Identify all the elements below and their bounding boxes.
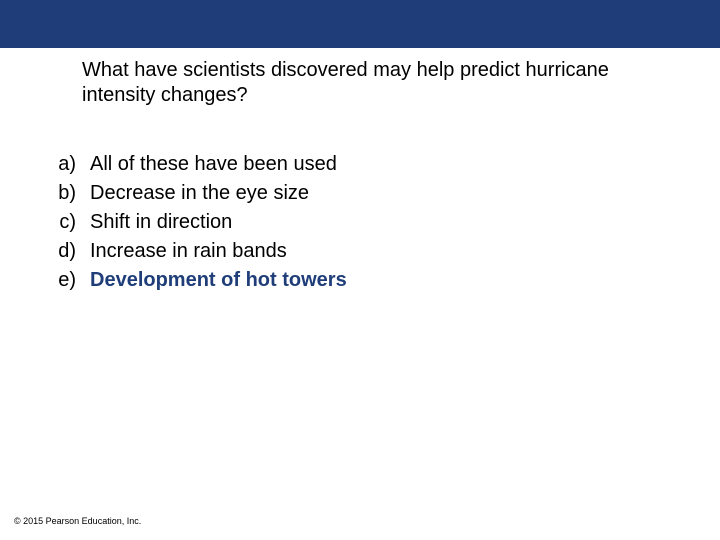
options-list: a) All of these have been used b) Decrease …: [42, 152, 347, 297]
header-bar: [0, 0, 720, 48]
option-letter: b): [42, 181, 76, 206]
option-text: All of these have been used: [90, 152, 337, 177]
option-text: Increase in rain bands: [90, 239, 287, 264]
option-letter: e): [42, 268, 76, 293]
option-row: e) Development of hot towers: [42, 268, 347, 293]
slide: What have scientists discovered may help…: [0, 0, 720, 540]
option-row: c) Shift in direction: [42, 210, 347, 235]
option-row: b) Decrease in the eye size: [42, 181, 347, 206]
question-text: What have scientists discovered may help…: [82, 58, 662, 108]
option-text: Decrease in the eye size: [90, 181, 309, 206]
option-letter: a): [42, 152, 76, 177]
option-text: Development of hot towers: [90, 268, 347, 293]
option-letter: d): [42, 239, 76, 264]
option-letter: c): [42, 210, 76, 235]
copyright-footer: © 2015 Pearson Education, Inc.: [14, 516, 141, 526]
option-text: Shift in direction: [90, 210, 232, 235]
option-row: d) Increase in rain bands: [42, 239, 347, 264]
option-row: a) All of these have been used: [42, 152, 347, 177]
